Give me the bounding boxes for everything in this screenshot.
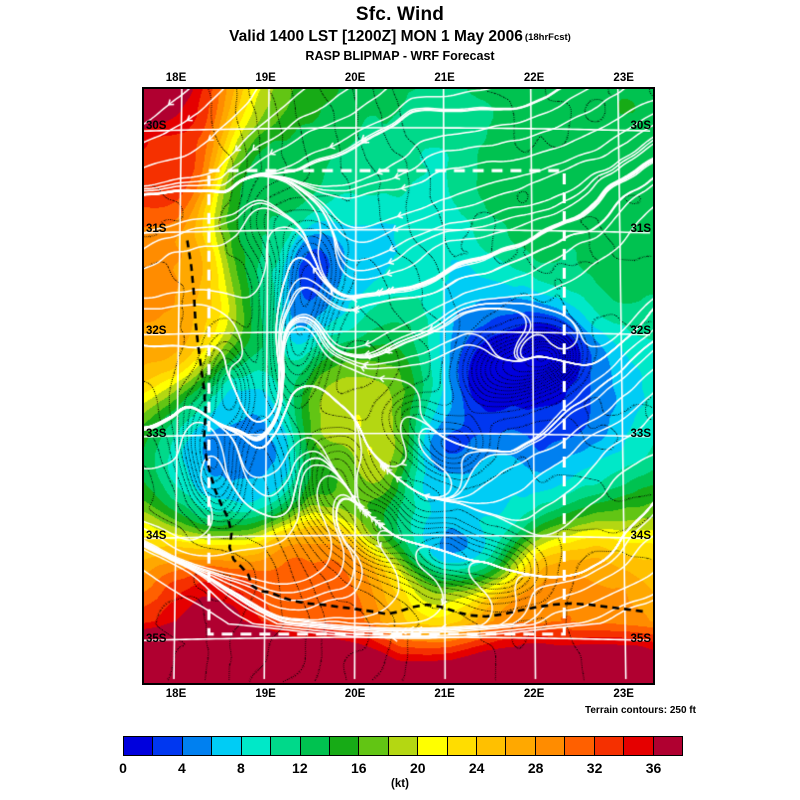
x-axis-tick-top-20E: 20E [344,72,366,84]
colorbar-cell-0[interactable] [124,737,154,755]
colorbar-cell-32[interactable] [594,737,625,755]
colorbar-cell-24[interactable] [477,737,507,755]
colorbar-cell-10[interactable] [271,737,301,755]
colorbar-cell-30[interactable] [565,737,595,755]
colorbar-cell-18[interactable] [388,737,419,755]
title-block: Sfc. Wind Valid 1400 LST [1200Z] MON 1 M… [0,0,800,64]
x-axis-tick-bottom-19E: 19E [255,688,276,700]
colorbar-tick-36: 36 [645,760,662,776]
x-axis-tick-bottom-23E: 23E [613,688,634,700]
wind-speed-map-canvas[interactable] [144,89,653,683]
colorbar-cell-4[interactable] [182,737,213,755]
colorbar-tick-0: 0 [119,760,127,776]
colorbar-cell-16[interactable] [359,737,389,755]
colorbar-cell-28[interactable] [535,737,566,755]
y-axis-tick-right-33S: 33S [630,427,651,440]
valid-time-line: Valid 1400 LST [1200Z] MON 1 May 2006 (18… [0,27,800,47]
x-axis-tick-top-19E: 19E [255,72,276,84]
forecast-hour-badge: (18hrFcst) [524,32,571,43]
x-axis-tick-top-21E: 21E [434,72,455,84]
colorbar-tick-20: 20 [409,760,426,776]
colorbar-cell-8[interactable] [241,737,272,755]
colorbar-cell-34[interactable] [624,737,654,755]
colorbar-tick-4: 4 [178,760,186,776]
colorbar-cell-12[interactable] [300,737,330,755]
colorbar-cell-6[interactable] [212,737,242,755]
colorbar-tick-28: 28 [527,760,544,776]
x-axis-tick-bottom-20E: 20E [344,688,366,700]
colorbar[interactable] [123,736,683,756]
colorbar-cell-20[interactable] [418,737,448,755]
page-title: Sfc. Wind [355,4,445,25]
y-axis-tick-right-32S: 32S [630,325,651,338]
valid-time-text: Valid 1400 LST [1200Z] MON 1 May 2006 [229,28,523,45]
y-axis-tick-left-34S: 34S [146,530,167,543]
colorbar-tick-12: 12 [292,760,308,776]
colorbar-tick-24: 24 [468,760,485,776]
y-axis-tick-right-35S: 35S [630,632,651,645]
colorbar-tick-16: 16 [350,760,367,776]
y-axis-tick-left-30S: 30S [146,119,167,132]
colorbar-cell-36[interactable] [653,737,683,755]
colorbar-cell-22[interactable] [447,737,478,755]
colorbar-swatches[interactable] [123,736,683,756]
colorbar-tick-32: 32 [586,760,603,776]
y-axis-tick-left-35S: 35S [146,632,167,645]
colorbar-tick-labels: 0 4 8 12 16 20 24 28 32 36 [119,760,683,778]
y-axis-tick-left-33S: 33S [146,427,167,440]
colorbar-cell-14[interactable] [329,737,360,755]
x-axis-tick-top-22E: 22E [523,72,545,84]
y-axis-tick-right-31S: 31S [630,222,651,235]
x-axis-tick-top-23E: 23E [613,72,634,84]
terrain-contour-note: Terrain contours: 250 ft [585,705,696,716]
x-axis-tick-bottom-21E: 21E [434,688,455,700]
colorbar-cell-2[interactable] [153,737,183,755]
y-axis-tick-left-31S: 31S [146,222,167,235]
y-axis-tick-right-30S: 30S [630,119,651,132]
y-axis-tick-left-32S: 32S [146,325,167,338]
x-axis-tick-bottom-22E: 22E [523,688,545,700]
x-axis-tick-bottom-18E: 18E [165,688,187,700]
y-axis-tick-right-34S: 34S [630,530,651,543]
x-axis-tick-top-18E: 18E [165,72,187,84]
model-source-line: RASP BLIPMAP - WRF Forecast [305,49,495,63]
colorbar-units-label: (kt) [391,778,409,790]
colorbar-tick-8: 8 [236,760,245,776]
map-plot-area[interactable] [142,87,655,685]
colorbar-cell-26[interactable] [506,737,536,755]
